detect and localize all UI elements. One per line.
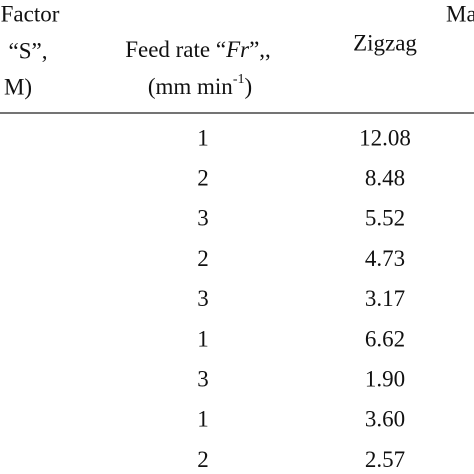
- text-part: (mm min: [148, 74, 233, 99]
- feed-rate-header: Feed rate “Fr”,,: [125, 37, 271, 62]
- zigzag-cell: 5.52: [365, 206, 405, 231]
- feed-rate-unit: (mm min-1): [148, 72, 252, 99]
- factor-header: Factor: [1, 1, 60, 26]
- zigzag-cell: 6.62: [365, 326, 405, 351]
- feed-rate-cell: 1: [197, 326, 209, 351]
- feed-rate-cell: 2: [197, 165, 209, 190]
- text-part: ”,,: [249, 37, 271, 62]
- feed-rate-cell: 1: [197, 125, 209, 150]
- zigzag-header: Zigzag: [353, 30, 417, 55]
- zigzag-cell: 1.90: [365, 366, 405, 391]
- feed-rate-cell: 3: [197, 286, 209, 311]
- zigzag-cell: 8.48: [365, 165, 405, 190]
- zigzag-cell: 3.60: [365, 407, 405, 432]
- feed-rate-cell: 1: [197, 407, 209, 432]
- zigzag-cell: 2.57: [365, 447, 405, 472]
- speed-unit: M): [4, 74, 32, 99]
- text-part: Feed rate “: [125, 37, 226, 62]
- text-part: -1: [233, 72, 245, 87]
- feed-rate-cell: 3: [197, 366, 209, 391]
- zigzag-cell: 12.08: [359, 125, 411, 150]
- feed-rate-cell: 2: [197, 246, 209, 271]
- feed-rate-cell: 2: [197, 447, 209, 472]
- text-part: ): [244, 74, 252, 99]
- material-header: Ma: [446, 1, 474, 26]
- text-part: Fr: [225, 37, 250, 62]
- zigzag-cell: 3.17: [365, 286, 405, 311]
- zigzag-cell: 4.73: [365, 246, 405, 271]
- speed-symbol: “S”,: [9, 38, 48, 63]
- feed-rate-cell: 3: [197, 206, 209, 231]
